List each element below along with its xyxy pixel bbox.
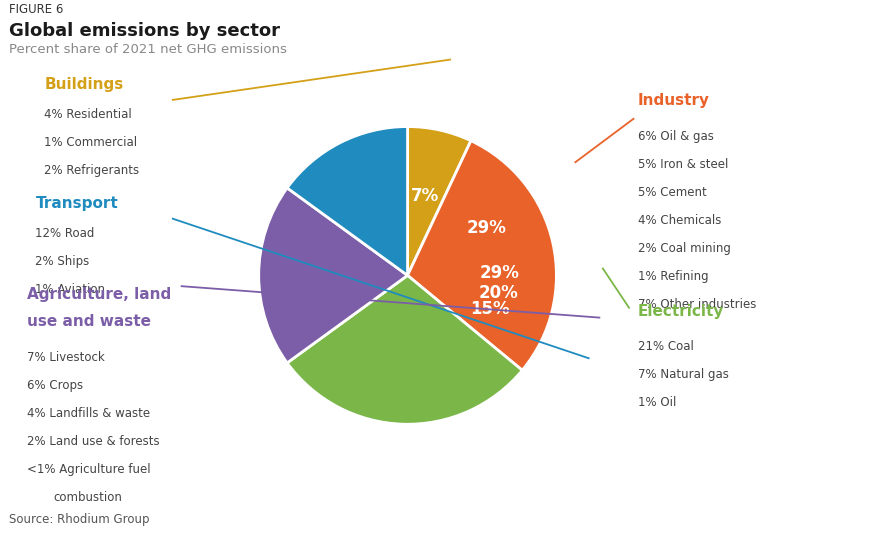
Text: 20%: 20% [478,284,518,302]
Text: 12% Road: 12% Road [35,227,95,240]
Text: Buildings: Buildings [44,77,123,92]
Text: 5% Iron & steel: 5% Iron & steel [638,158,728,171]
Text: 21% Coal: 21% Coal [638,340,694,353]
Text: 2% Coal mining: 2% Coal mining [638,242,731,255]
Text: Percent share of 2021 net GHG emissions: Percent share of 2021 net GHG emissions [9,43,287,56]
Text: 4% Landfills & waste: 4% Landfills & waste [27,407,150,420]
Wedge shape [259,188,408,363]
Text: <1% Agriculture fuel: <1% Agriculture fuel [27,463,151,476]
Text: 1% Commercial: 1% Commercial [44,136,137,149]
Wedge shape [408,141,556,370]
Wedge shape [287,275,522,424]
Text: FIGURE 6: FIGURE 6 [9,3,63,16]
Text: 29%: 29% [467,219,507,237]
Text: 29%: 29% [480,264,520,281]
Wedge shape [287,126,408,275]
Text: 7% Natural gas: 7% Natural gas [638,368,729,381]
Text: 7% Livestock: 7% Livestock [27,351,105,364]
Text: 1% Oil: 1% Oil [638,396,676,409]
Text: Source: Rhodium Group: Source: Rhodium Group [9,514,150,526]
Text: 2% Refrigerants: 2% Refrigerants [44,164,139,177]
Text: Industry: Industry [638,93,710,108]
Text: use and waste: use and waste [27,314,151,329]
Text: 7% Other industries: 7% Other industries [638,298,757,311]
Text: Transport: Transport [35,195,118,211]
Text: 4% Residential: 4% Residential [44,108,132,121]
Text: combustion: combustion [53,491,122,504]
Text: 2% Land use & forests: 2% Land use & forests [27,435,159,448]
Text: 1% Aviation: 1% Aviation [35,283,105,296]
Text: 4% Chemicals: 4% Chemicals [638,214,721,227]
Text: 1% Refining: 1% Refining [638,270,709,283]
Text: 2% Ships: 2% Ships [35,255,89,268]
Text: 15%: 15% [470,300,510,318]
Text: 6% Oil & gas: 6% Oil & gas [638,130,714,143]
Wedge shape [408,126,471,275]
Text: Global emissions by sector: Global emissions by sector [9,22,280,39]
Text: 7%: 7% [411,186,439,205]
Text: 6% Crops: 6% Crops [27,379,82,392]
Text: Electricity: Electricity [638,303,724,319]
Text: 5% Cement: 5% Cement [638,186,707,199]
Text: Agriculture, land: Agriculture, land [27,287,171,302]
